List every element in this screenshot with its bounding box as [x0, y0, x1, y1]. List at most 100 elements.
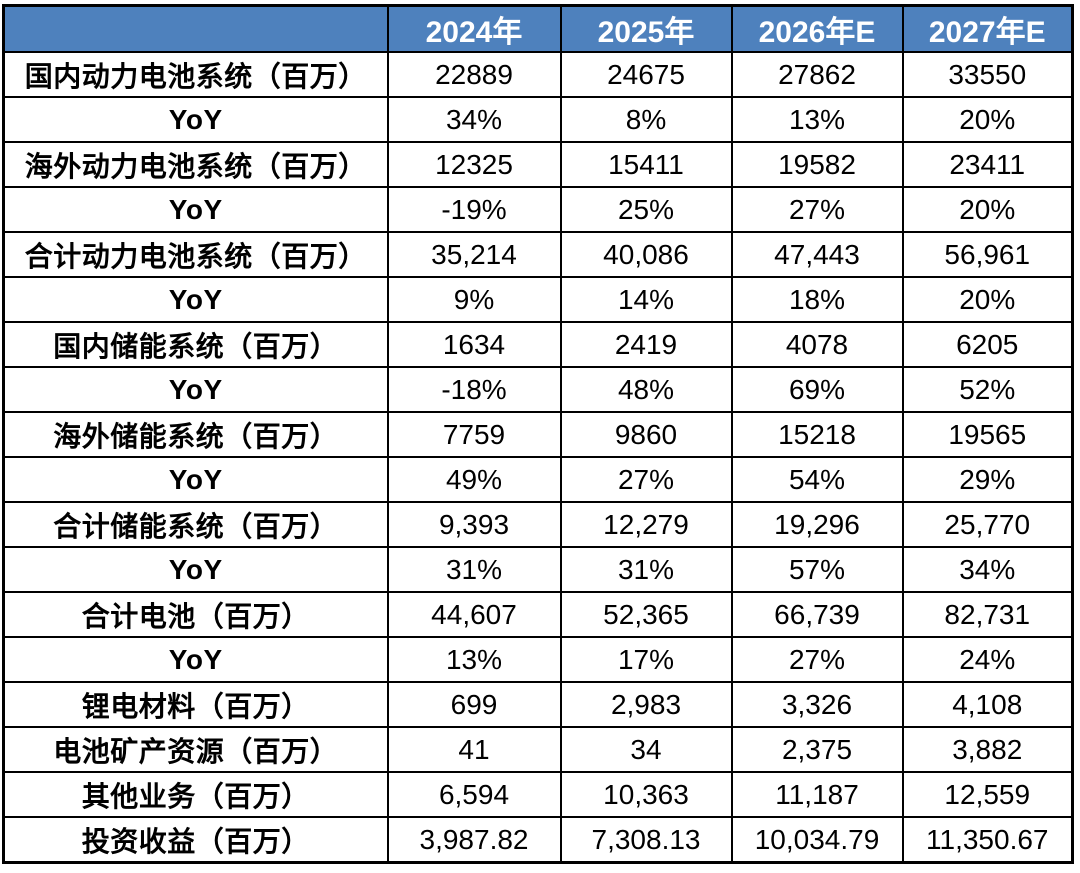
row-label: YoY — [2, 96, 389, 143]
cell-value: 10,363 — [559, 771, 733, 818]
cell-value: 13% — [730, 96, 904, 143]
cell-value: 7,308.13 — [559, 816, 733, 864]
table-row: YoY 49% 27% 54% 29% — [2, 456, 1074, 503]
cell-value: 10,034.79 — [730, 816, 904, 864]
cell-value: 18% — [730, 276, 904, 323]
cell-value: 4078 — [730, 321, 904, 368]
cell-value: 1634 — [386, 321, 562, 368]
row-label: 合计动力电池系统（百万） — [2, 231, 389, 278]
header-row: 2024年 2025年 2026年E 2027年E — [2, 4, 1074, 53]
table-row: 电池矿产资源（百万） 41 34 2,375 3,882 — [2, 726, 1074, 773]
cell-value: 9% — [386, 276, 562, 323]
row-label: 国内动力电池系统（百万） — [2, 51, 389, 98]
row-label: YoY — [2, 636, 389, 683]
cell-value: 66,739 — [730, 591, 904, 638]
table-row: 合计动力电池系统（百万） 35,214 40,086 47,443 56,961 — [2, 231, 1074, 278]
cell-value: 12,279 — [559, 501, 733, 548]
cell-value: 2,375 — [730, 726, 904, 773]
cell-value: 27862 — [730, 51, 904, 98]
cell-value: 44,607 — [386, 591, 562, 638]
row-label: 合计储能系统（百万） — [2, 501, 389, 548]
cell-value: 3,326 — [730, 681, 904, 728]
cell-value: 13% — [386, 636, 562, 683]
table-row: YoY 34% 8% 13% 20% — [2, 96, 1074, 143]
row-label: 电池矿产资源（百万） — [2, 726, 389, 773]
table-row: 其他业务（百万） 6,594 10,363 11,187 12,559 — [2, 771, 1074, 818]
cell-value: 3,987.82 — [386, 816, 562, 864]
cell-value: 40,086 — [559, 231, 733, 278]
table-body: 国内动力电池系统（百万） 22889 24675 27862 33550 YoY 34% 8%… — [2, 51, 1074, 864]
corner-header-cell — [2, 4, 389, 53]
cell-value: 12325 — [386, 141, 562, 188]
cell-value: 54% — [730, 456, 904, 503]
table-row: YoY 31% 31% 57% 34% — [2, 546, 1074, 593]
cell-value: 34% — [901, 546, 1074, 593]
cell-value: 3,882 — [901, 726, 1074, 773]
table-row: 国内储能系统（百万） 1634 2419 4078 6205 — [2, 321, 1074, 368]
cell-value: 82,731 — [901, 591, 1074, 638]
cell-value: 6205 — [901, 321, 1074, 368]
cell-value: 22889 — [386, 51, 562, 98]
cell-value: 8% — [559, 96, 733, 143]
cell-value: 29% — [901, 456, 1074, 503]
cell-value: 14% — [559, 276, 733, 323]
cell-value: -18% — [386, 366, 562, 413]
row-label: 其他业务（百万） — [2, 771, 389, 818]
row-label: 合计电池（百万） — [2, 591, 389, 638]
cell-value: 69% — [730, 366, 904, 413]
cell-value: 27% — [730, 636, 904, 683]
cell-value: 35,214 — [386, 231, 562, 278]
cell-value: 34% — [386, 96, 562, 143]
cell-value: 48% — [559, 366, 733, 413]
cell-value: 52% — [901, 366, 1074, 413]
table-row: YoY -19% 25% 27% 20% — [2, 186, 1074, 233]
cell-value: 4,108 — [901, 681, 1074, 728]
column-header-2024: 2024年 — [386, 4, 562, 53]
cell-value: 23411 — [901, 141, 1074, 188]
cell-value: 9860 — [559, 411, 733, 458]
column-header-2026e: 2026年E — [730, 4, 904, 53]
cell-value: 25,770 — [901, 501, 1074, 548]
cell-value: 12,559 — [901, 771, 1074, 818]
table-row: 海外储能系统（百万） 7759 9860 15218 19565 — [2, 411, 1074, 458]
cell-value: 20% — [901, 276, 1074, 323]
cell-value: 33550 — [901, 51, 1074, 98]
cell-value: 27% — [730, 186, 904, 233]
cell-value: 19,296 — [730, 501, 904, 548]
cell-value: 49% — [386, 456, 562, 503]
cell-value: 699 — [386, 681, 562, 728]
table-row: 合计储能系统（百万） 9,393 12,279 19,296 25,770 — [2, 501, 1074, 548]
row-label: YoY — [2, 456, 389, 503]
column-header-2025: 2025年 — [559, 4, 733, 53]
cell-value: 7759 — [386, 411, 562, 458]
row-label: YoY — [2, 546, 389, 593]
cell-value: 15218 — [730, 411, 904, 458]
cell-value: -19% — [386, 186, 562, 233]
table-row: YoY -18% 48% 69% 52% — [2, 366, 1074, 413]
table-row: 锂电材料（百万） 699 2,983 3,326 4,108 — [2, 681, 1074, 728]
table-row: 国内动力电池系统（百万） 22889 24675 27862 33550 — [2, 51, 1074, 98]
cell-value: 41 — [386, 726, 562, 773]
row-label: 国内储能系统（百万） — [2, 321, 389, 368]
cell-value: 2419 — [559, 321, 733, 368]
row-label: YoY — [2, 186, 389, 233]
row-label: 海外储能系统（百万） — [2, 411, 389, 458]
row-label: YoY — [2, 276, 389, 323]
cell-value: 15411 — [559, 141, 733, 188]
table-row: 投资收益（百万） 3,987.82 7,308.13 10,034.79 11,350.… — [2, 816, 1074, 864]
cell-value: 6,594 — [386, 771, 562, 818]
cell-value: 19565 — [901, 411, 1074, 458]
cell-value: 24675 — [559, 51, 733, 98]
cell-value: 11,187 — [730, 771, 904, 818]
table-row: 合计电池（百万） 44,607 52,365 66,739 82,731 — [2, 591, 1074, 638]
table-row: YoY 9% 14% 18% 20% — [2, 276, 1074, 323]
cell-value: 11,350.67 — [901, 816, 1074, 864]
table-row: 海外动力电池系统（百万） 12325 15411 19582 23411 — [2, 141, 1074, 188]
column-header-2027e: 2027年E — [901, 4, 1074, 53]
financial-forecast-table: 2024年 2025年 2026年E 2027年E 国内动力电池系统（百万） 22… — [2, 4, 1074, 864]
table-row: YoY 13% 17% 27% 24% — [2, 636, 1074, 683]
cell-value: 52,365 — [559, 591, 733, 638]
cell-value: 47,443 — [730, 231, 904, 278]
cell-value: 19582 — [730, 141, 904, 188]
